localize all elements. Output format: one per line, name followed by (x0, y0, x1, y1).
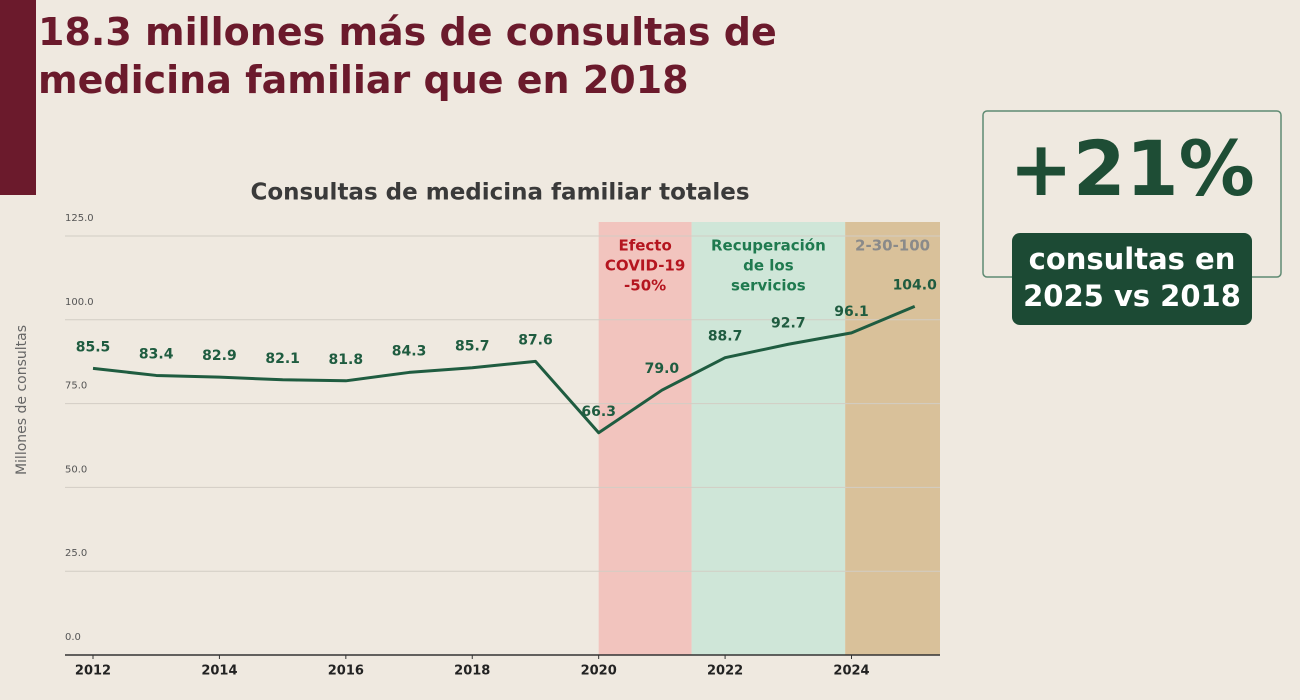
region (598, 222, 692, 655)
plot: 0.0 25.0 50.0 75.0 100.0 125.0 Efecto COVID-19 -… (65, 213, 940, 679)
data-label: 81.8 (329, 352, 364, 368)
x-tick-label: 2020 (581, 664, 617, 679)
region (845, 222, 940, 655)
y-tick-label: 125.0 (65, 213, 94, 224)
data-label: 82.9 (202, 348, 237, 364)
callout-text: consultas en (1029, 242, 1236, 276)
y-tick-label: 100.0 (65, 297, 94, 308)
region-label: Recuperación (711, 237, 826, 255)
data-label: 83.4 (139, 346, 174, 362)
data-label: 92.7 (771, 315, 806, 331)
y-tick-label: 75.0 (65, 381, 87, 392)
region-label: COVID-19 (605, 257, 685, 275)
data-label: 82.1 (265, 351, 300, 367)
region-label: Efecto (618, 237, 671, 255)
data-label: 79.0 (645, 361, 680, 377)
y-tick-label: 50.0 (65, 464, 87, 475)
chart-title: Consultas de medicina familiar totales (250, 180, 749, 206)
data-label: 87.6 (518, 332, 553, 348)
accent-bar (0, 0, 36, 195)
region-label: 2-30-100 (855, 237, 930, 255)
data-label: 66.3 (581, 404, 616, 420)
region-label: de los (743, 257, 794, 275)
callout-value: +21% (1009, 124, 1255, 213)
region-label: servicios (731, 277, 806, 295)
data-label: 88.7 (708, 329, 743, 345)
data-label: 96.1 (834, 304, 869, 320)
data-label: 85.5 (76, 339, 111, 355)
callout-text: 2025 vs 2018 (1023, 279, 1241, 313)
data-label: 104.0 (893, 277, 938, 293)
line (92, 305, 916, 435)
x-tick-label: 2014 (201, 664, 237, 679)
x-tick-label: 2012 (75, 664, 111, 679)
x-tick-label: 2018 (454, 664, 490, 679)
region (691, 222, 846, 655)
y-axis-label: Millones de consultas (14, 325, 30, 475)
x-tick-label: 2024 (833, 664, 869, 679)
callout-pill (1012, 233, 1252, 325)
data-label: 84.3 (392, 343, 427, 359)
region-label: -50% (624, 277, 666, 295)
y-tick-label: 0.0 (65, 632, 81, 643)
x-tick-label: 2016 (328, 664, 364, 679)
y-tick-label: 25.0 (65, 548, 87, 559)
data-label: 85.7 (455, 339, 490, 355)
slide-title: 18.3 millones más de consultas de medicin… (38, 10, 777, 102)
x-tick-label: 2022 (707, 664, 743, 679)
